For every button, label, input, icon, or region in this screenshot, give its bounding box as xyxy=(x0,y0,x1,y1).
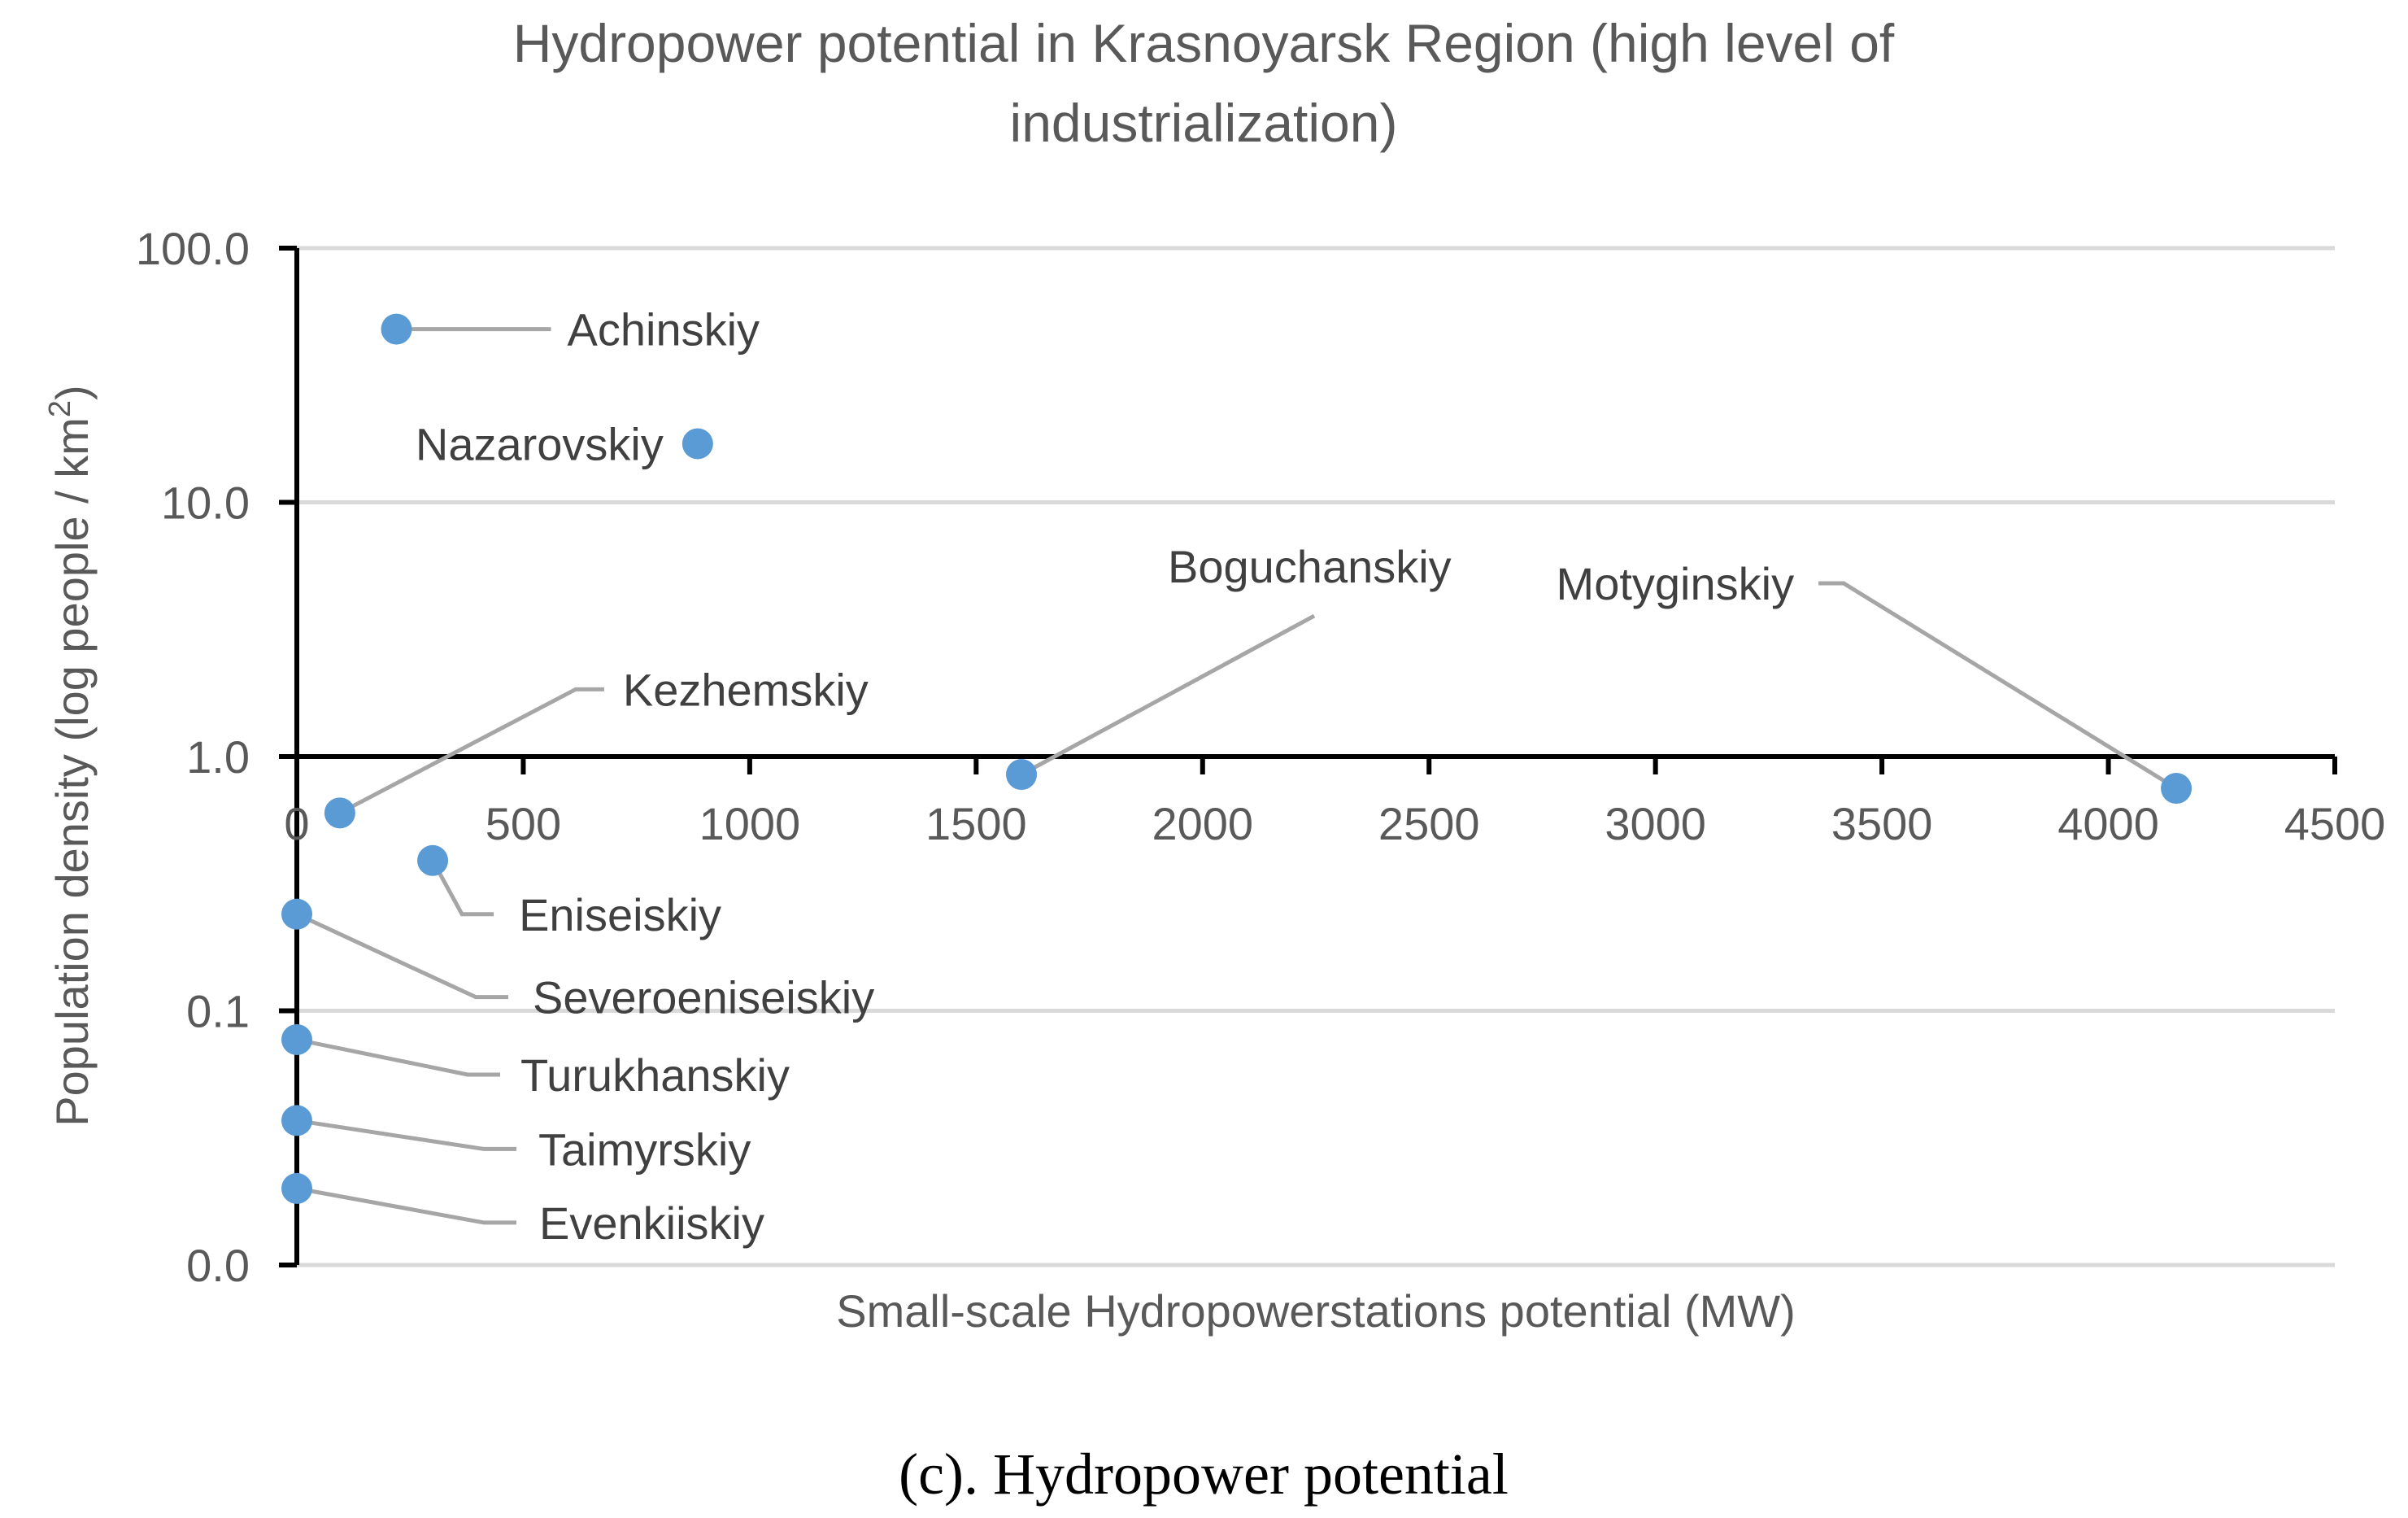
data-point xyxy=(417,844,449,876)
x-tick-label: 3500 xyxy=(1831,798,1933,849)
x-tick-label: 0 xyxy=(284,798,309,849)
y-tick-label: 0.0 xyxy=(186,1240,250,1291)
point-label: Boguchanskiy xyxy=(1168,541,1452,592)
point-label: Nazarovskiy xyxy=(416,418,664,469)
point-label: Severoeniseiskiy xyxy=(533,972,874,1023)
point-labels: Achinskiy Nazarovskiy Kezhemskiy Boguchansk… xyxy=(416,304,1794,1249)
leader-line xyxy=(338,687,604,815)
y-axis-title: Population density (log people / km2) xyxy=(43,385,98,1126)
data-point xyxy=(381,313,412,345)
x-tick-label: 2500 xyxy=(1378,798,1480,849)
point-label: Turukhanskiy xyxy=(520,1049,790,1101)
data-point xyxy=(681,428,713,460)
data-point xyxy=(1006,759,1038,791)
chart-title-line-2: industrialization) xyxy=(1010,93,1398,153)
point-label: Eniseiskiy xyxy=(519,889,721,940)
point-label: Evenkiiskiy xyxy=(539,1197,764,1249)
point-label: Motyginskiy xyxy=(1557,558,1795,609)
leader-line xyxy=(296,1037,500,1077)
y-axis-title-main: Population density (log people / km xyxy=(46,417,98,1127)
y-axis-title-superscript: 2 xyxy=(43,400,77,417)
leader-line xyxy=(295,912,508,1000)
axes xyxy=(279,246,2337,1267)
data-point xyxy=(281,1023,312,1055)
point-label: Kezhemskiy xyxy=(623,664,869,715)
x-tick-label: 500 xyxy=(486,798,561,849)
data-points xyxy=(281,313,2192,1204)
data-point xyxy=(281,1172,312,1204)
figure-caption: (c). Hydropower potential xyxy=(899,1442,1509,1507)
data-point xyxy=(281,1105,312,1136)
x-tick-label: 1000 xyxy=(699,798,801,849)
x-tick-label: 1500 xyxy=(925,798,1027,849)
chart-title-line-1: Hydropower potential in Krasnoyarsk Regi… xyxy=(513,13,1895,73)
y-tick-label: 100.0 xyxy=(136,223,250,274)
leader-line xyxy=(1818,581,2178,791)
x-tick-labels: 0 500 1000 1500 2000 2500 3000 3500 4000 4500 xyxy=(284,798,2385,849)
leader-line xyxy=(296,1186,516,1225)
y-tick-labels: 0.0 0.1 1.0 10.0 100.0 xyxy=(136,223,250,1291)
point-label: Taimyrskiy xyxy=(538,1123,751,1175)
leader-line xyxy=(430,859,494,917)
x-axis-title: Small-scale Hydropowerstations potential… xyxy=(836,1285,1796,1337)
y-tick-label: 10.0 xyxy=(161,478,250,529)
x-tick-label: 2000 xyxy=(1152,798,1253,849)
y-tick-label: 1.0 xyxy=(186,731,250,783)
leader-lines xyxy=(295,327,2178,1225)
x-tick-label: 3000 xyxy=(1605,798,1706,849)
data-point xyxy=(324,797,355,829)
data-point xyxy=(281,898,312,930)
x-tick-label: 4000 xyxy=(2057,798,2159,849)
y-axis-title-end: ) xyxy=(46,385,98,400)
point-label: Achinskiy xyxy=(568,304,760,356)
x-tick-label: 4500 xyxy=(2284,798,2386,849)
y-tick-label: 0.1 xyxy=(186,986,250,1037)
leader-line xyxy=(1020,613,1316,777)
data-point xyxy=(2161,773,2192,805)
leader-line xyxy=(296,1118,516,1151)
